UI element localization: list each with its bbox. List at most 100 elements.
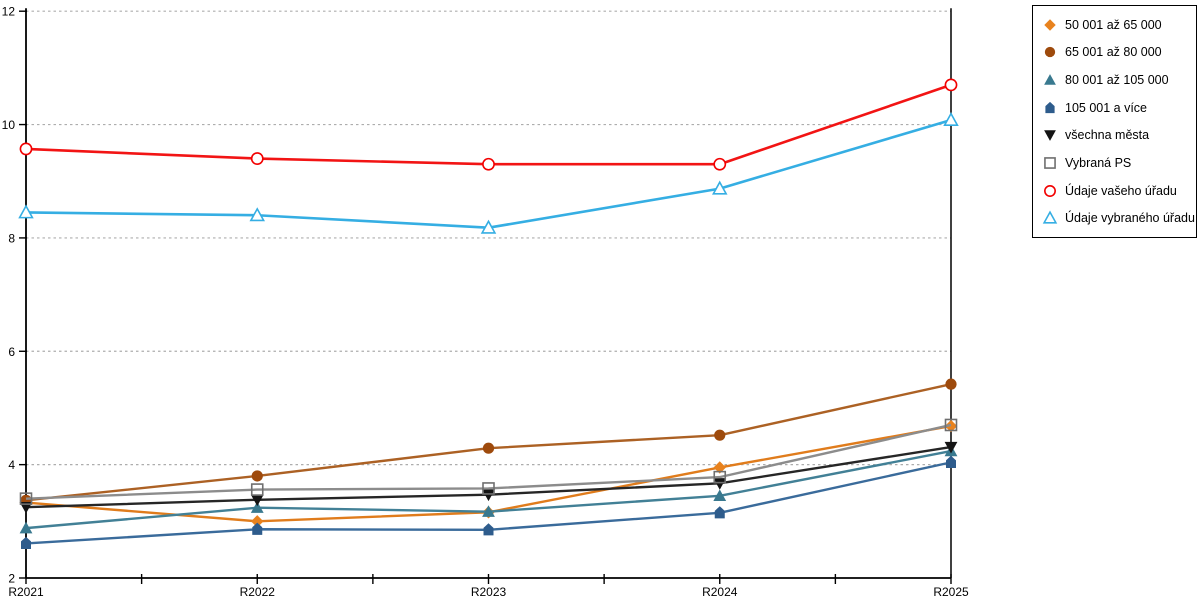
series-6 [19, 78, 958, 171]
data-point [713, 461, 726, 474]
marker-circle [945, 378, 957, 390]
data-point [21, 536, 31, 550]
marker-circle [1044, 47, 1056, 58]
marker-triangle-down [713, 478, 727, 490]
marker-triangle-down [250, 494, 264, 507]
legend-item: Vybraná PS [1042, 155, 1194, 171]
data-point [482, 442, 495, 454]
data-point [19, 492, 33, 505]
data-point [482, 482, 495, 495]
marker-circle [251, 470, 263, 482]
marker-house [21, 536, 31, 550]
legend-marker-house-icon [1045, 101, 1055, 113]
marker-circle [1044, 184, 1056, 197]
data-point [944, 418, 958, 432]
data-point [713, 478, 727, 490]
y-tick-label: 12 [2, 5, 16, 19]
data-point [713, 157, 727, 171]
data-point [482, 505, 495, 517]
series-line [25, 118, 952, 230]
data-point [714, 506, 725, 519]
marker-circle [482, 157, 495, 171]
data-point [18, 204, 34, 219]
legend-label: 80 001 až 105 000 [1065, 73, 1169, 88]
marker-house [483, 523, 494, 536]
data-point [19, 521, 33, 534]
marker-diamond [1044, 19, 1056, 31]
marker-house [1045, 101, 1055, 113]
data-point [482, 489, 495, 502]
y-tick-label: 10 [2, 118, 16, 132]
legend-marker-triangle-icon [1042, 210, 1058, 224]
marker-square [19, 492, 33, 505]
legend-item: Údaje vybraného úřadu [1042, 210, 1195, 226]
marker-triangle [250, 501, 264, 513]
data-point [946, 455, 956, 468]
legend-marker-square-icon [1044, 157, 1056, 169]
marker-triangle [1042, 210, 1058, 224]
series-1 [20, 378, 957, 506]
series-7 [18, 111, 959, 234]
marker-circle [482, 442, 495, 454]
marker-square [482, 482, 495, 495]
y-tick-label: 4 [8, 458, 15, 472]
legend-item: 80 001 až 105 000 [1042, 72, 1194, 88]
marker-diamond [713, 461, 726, 474]
y-tick-label: 8 [8, 231, 15, 245]
marker-triangle [480, 219, 497, 234]
data-point [250, 494, 264, 507]
legend-label: Údaje vybraného úřadu [1065, 211, 1195, 226]
series-line [25, 423, 952, 500]
marker-circle [19, 142, 33, 156]
marker-square [713, 470, 727, 484]
marker-diamond [251, 515, 264, 528]
data-point [250, 501, 264, 513]
y-tick-label: 2 [8, 572, 15, 586]
data-point [944, 441, 958, 454]
data-point [944, 78, 958, 92]
x-tick-label: R2025 [933, 585, 969, 599]
legend-label: Údaje vašeho úřadu [1065, 183, 1177, 198]
marker-triangle-down [944, 441, 958, 454]
legend-label: 50 001 až 65 000 [1065, 17, 1162, 32]
data-point [252, 522, 263, 535]
data-point [250, 152, 264, 165]
marker-square [250, 483, 264, 496]
marker-triangle-down [482, 489, 495, 502]
legend-marker-diamond-icon [1044, 19, 1056, 31]
y-tick-label: 6 [8, 345, 15, 359]
data-point [713, 489, 727, 502]
marker-circle [714, 429, 726, 441]
data-point [19, 142, 33, 156]
legend-label: 105 001 a více [1065, 100, 1148, 115]
legend-item: 50 001 až 65 000 [1042, 17, 1194, 33]
data-point [482, 157, 495, 171]
marker-circle [250, 152, 264, 165]
data-point [250, 483, 264, 496]
data-point [945, 378, 957, 390]
x-tick-label: R2023 [471, 585, 507, 599]
x-tick-label: R2024 [702, 585, 738, 599]
data-point [251, 470, 263, 482]
marker-house [714, 506, 725, 519]
legend-label: 65 001 až 80 000 [1065, 45, 1162, 60]
marker-triangle [18, 204, 34, 219]
marker-triangle [482, 505, 495, 517]
x-tick-label: R2021 [8, 585, 44, 599]
x-tick-label: R2022 [240, 585, 276, 599]
marker-triangle [711, 180, 728, 195]
legend-marker-triangle-icon [1044, 74, 1056, 85]
marker-circle [944, 78, 958, 92]
marker-square [1044, 157, 1056, 169]
legend-label: Vybraná PS [1065, 155, 1132, 170]
marker-house [252, 522, 263, 535]
marker-house [946, 455, 956, 468]
legend-item: 105 001 a více [1042, 100, 1194, 116]
data-point [714, 429, 726, 441]
marker-triangle [19, 521, 33, 534]
legend-item: 65 001 až 80 000 [1042, 44, 1194, 60]
marker-triangle [943, 111, 959, 127]
data-point [943, 111, 959, 127]
data-point [251, 515, 264, 528]
